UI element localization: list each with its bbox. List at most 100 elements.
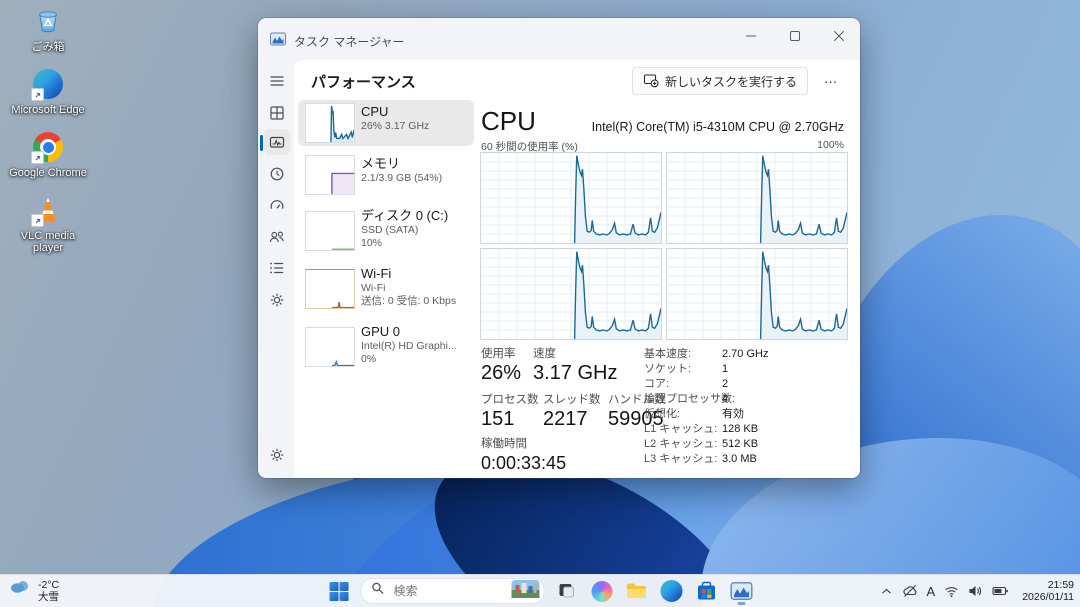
metric-name: ディスク 0 (C:) [361,208,449,223]
graph-caption: 60 秒間の使用率 (%) [481,141,578,153]
desktop-icon-recycle-bin[interactable]: ごみ箱 [8,4,88,53]
task-manager-app-icon [270,31,286,52]
cpu-core-graph-3 [666,248,848,340]
cpu-mini-graph [305,103,355,143]
desktop-icon-label: Google Chrome [9,167,87,179]
run-new-task-icon [643,72,659,91]
tab-users[interactable] [264,224,290,250]
metric-sub: SSD (SATA) [361,224,419,236]
memory-mini-graph [305,155,355,195]
search-input[interactable] [391,583,505,599]
stat-utilization: 使用率 26% [481,348,522,384]
metric-name: CPU [361,104,389,119]
gpu-mini-graph [305,327,355,367]
cpu-core-graph-2 [480,248,662,340]
search-icon [372,582,385,600]
sidebar-item-gpu[interactable]: GPU 0 Intel(R) HD Graphi... 0% [298,320,474,374]
stat-handles: ハンドル数 59905 [608,394,666,430]
stat-processes: プロセス数 151 [481,394,539,430]
metric-name: Wi-Fi [361,266,392,281]
run-new-task-label: 新しいタスクを実行する [664,74,797,89]
close-button[interactable] [818,18,860,54]
stat-speed: 速度 3.17 GHz [533,348,618,384]
metric-sub: 0% [361,353,377,365]
desktop-icon-label: Microsoft Edge [11,104,85,116]
copilot-icon [591,580,612,602]
tab-startup-apps[interactable] [264,192,290,218]
disk-mini-graph [305,211,355,251]
page-title: パフォーマンス [311,74,416,91]
cpu-core-graph-0 [480,152,662,244]
shortcut-arrow-icon [31,214,44,227]
taskbar-clock[interactable]: 21:59 2026/01/11 [1022,579,1074,604]
tray-chevron-up-icon[interactable] [880,585,893,598]
run-new-task-button[interactable]: 新しいタスクを実行する [631,67,808,95]
file-explorer-button[interactable] [624,578,650,604]
edge-icon [660,580,683,602]
metric-sub: 26% 3.17 GHz [361,120,430,132]
tab-app-history[interactable] [264,161,290,187]
settings-gear-icon[interactable] [264,442,290,468]
sidebar-item-cpu[interactable]: CPU 26% 3.17 GHz [298,100,474,146]
weather-desc: 大雪 [38,591,59,603]
tab-performance[interactable] [264,129,290,155]
tab-processes[interactable] [264,100,290,126]
selected-tab-indicator [260,135,263,151]
shortcut-arrow-icon [31,88,44,101]
cpu-panel-title: CPU [481,106,536,136]
metric-sub: 10% [361,237,383,249]
sidebar-item-disk[interactable]: ディスク 0 (C:) SSD (SATA) 10% [298,204,474,258]
weather-widget[interactable]: -2°C 大雪 [8,575,59,607]
task-manager-taskbar-button[interactable] [729,578,755,605]
content-card: パフォーマンス 新しいタスクを実行する … CPU 26% 3.17 GHz [294,60,860,478]
tab-details[interactable] [264,255,290,281]
cpu-core-graph-1 [666,152,848,244]
metric-sub: Wi-Fi [361,282,386,294]
maximize-button[interactable] [774,18,816,54]
stat-uptime: 稼働時間 0:00:33:45 [481,438,567,473]
ime-mode-indicator[interactable]: A [926,583,936,599]
recycle-bin-icon [32,3,64,40]
clock-time: 21:59 [1047,578,1074,591]
cpu-core-graphs [480,152,848,340]
minimize-button[interactable] [730,18,772,54]
running-indicator [737,602,746,605]
metric-sub: 送信: 0 受信: 0 Kbps [361,295,457,307]
weather-temp: -2°C [38,579,60,591]
edge-button[interactable] [659,578,685,604]
volume-icon[interactable] [968,584,983,598]
metric-name: GPU 0 [361,324,401,339]
search-highlight-image[interactable] [511,579,540,603]
ellipsis-icon: … [823,70,839,86]
metric-sub: Intel(R) HD Graphi... [361,340,457,352]
copilot-button[interactable] [589,578,615,604]
microsoft-store-button[interactable] [694,578,720,604]
clock-date: 2026/01/11 [1022,591,1074,603]
task-view-button[interactable] [554,578,580,604]
snow-cloud-icon [8,578,32,605]
desktop-icon-vlc[interactable]: VLC media player [8,193,88,254]
desktop-icon-label: ごみ箱 [31,41,65,53]
tab-services[interactable] [264,287,290,313]
taskbar: -2°C 大雪 [0,574,1080,607]
onedrive-offline-icon[interactable] [902,584,918,598]
desktop-icon-list: ごみ箱 Microsoft Edge Google Chrome VLC med… [8,4,88,254]
search-box[interactable] [360,578,545,604]
desktop-icon-chrome[interactable]: Google Chrome [8,130,88,179]
battery-charging-icon[interactable] [992,585,1009,597]
start-button[interactable] [326,578,352,604]
titlebar[interactable]: タスク マネージャー [258,18,860,60]
desktop-icon-edge[interactable]: Microsoft Edge [8,67,88,116]
metric-sub: 2.1/3.9 GB (54%) [361,172,443,184]
sidebar-item-memory[interactable]: メモリ 2.1/3.9 GB (54%) [298,152,474,198]
wifi-mini-graph [305,269,355,309]
sidebar-item-wifi[interactable]: Wi-Fi Wi-Fi 送信: 0 受信: 0 Kbps [298,262,474,316]
more-options-button[interactable]: … [816,65,846,91]
cpu-model-name: Intel(R) Core(TM) i5-4310M CPU @ 2.70GHz [591,120,844,134]
stat-threads: スレッド数 2217 [543,394,601,430]
window-title: タスク マネージャー [294,35,405,49]
shortcut-arrow-icon [31,151,44,164]
menu-icon[interactable] [264,68,290,94]
wifi-icon[interactable] [944,585,959,598]
